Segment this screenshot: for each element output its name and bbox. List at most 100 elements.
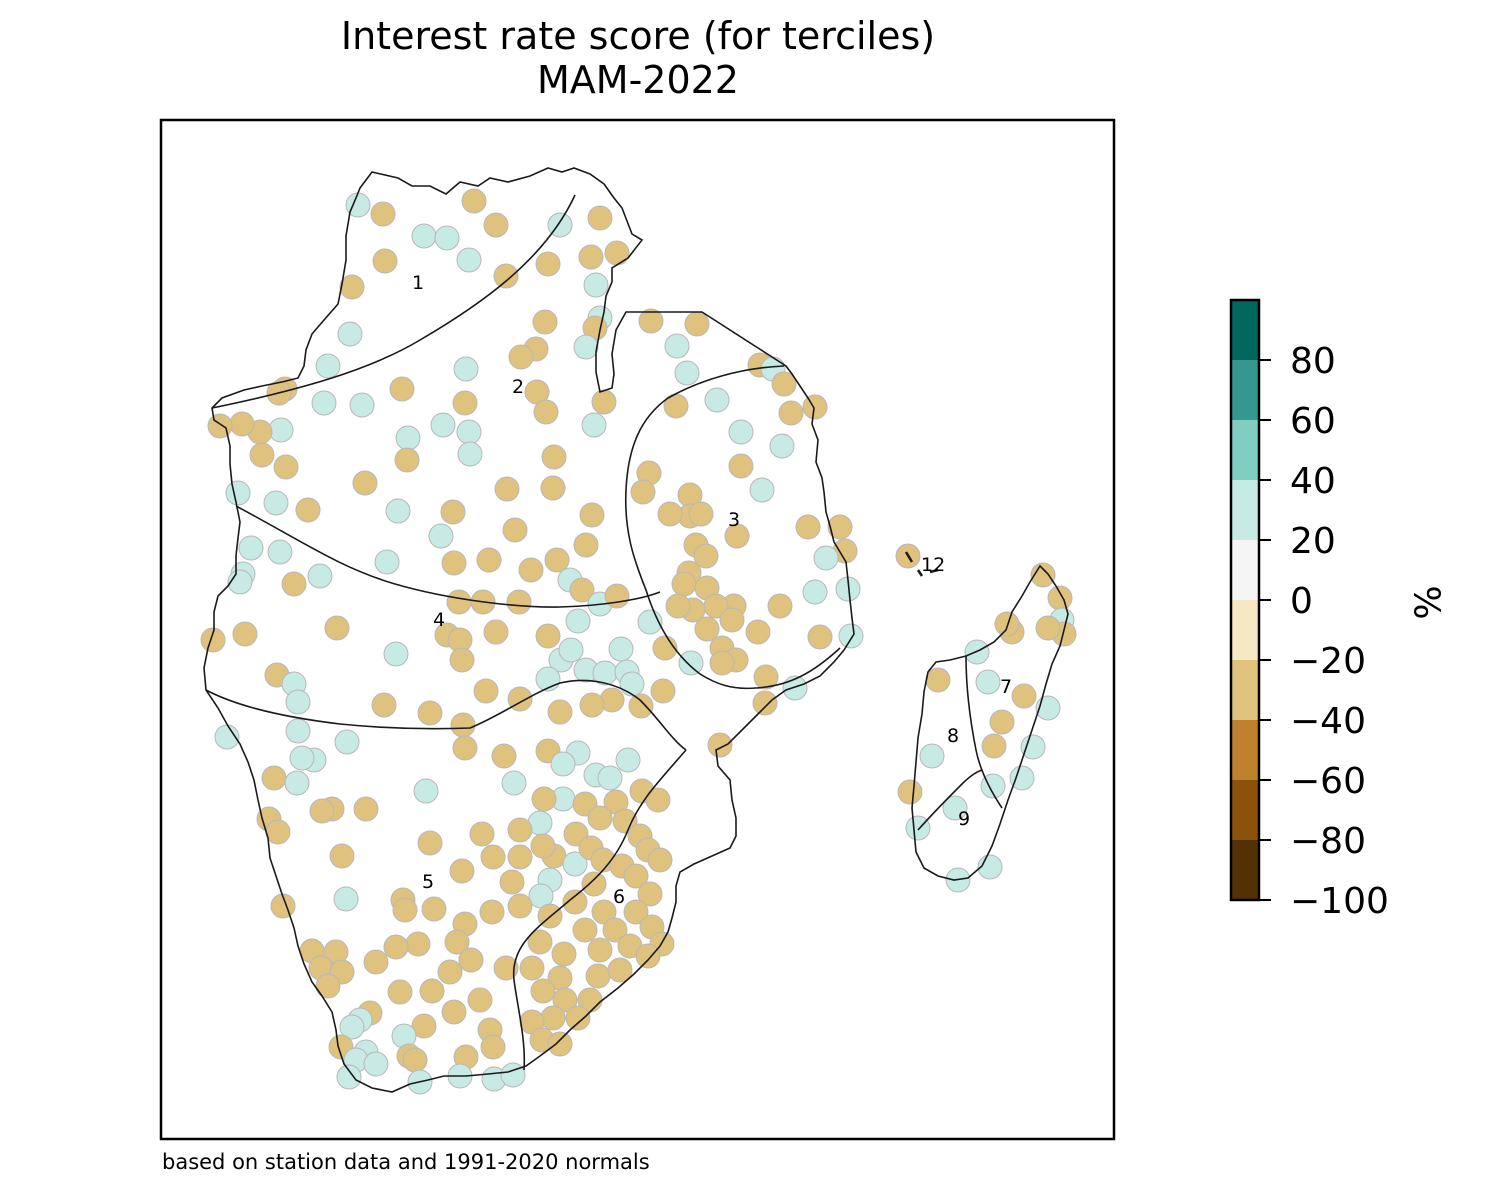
- station-marker: [671, 571, 697, 597]
- station-marker: [615, 747, 641, 773]
- station-marker: [813, 545, 839, 571]
- station-marker: [558, 637, 584, 663]
- region-label-3: 3: [728, 509, 740, 531]
- station-marker: [1009, 765, 1035, 791]
- colorbar-tick-minus60: −60: [1290, 761, 1366, 802]
- station-marker: [745, 619, 771, 645]
- station-marker: [285, 718, 311, 744]
- station-marker: [456, 419, 482, 445]
- station-marker: [579, 502, 605, 528]
- station-marker: [827, 514, 853, 540]
- station-marker: [802, 579, 828, 605]
- station-marker: [402, 1047, 428, 1073]
- station-marker: [518, 557, 544, 583]
- station-marker: [353, 796, 379, 822]
- station-marker: [572, 917, 598, 943]
- station-marker: [608, 636, 634, 662]
- footnote: based on station data and 1991-2020 norm…: [162, 1150, 650, 1174]
- colorbar-bin: [1231, 780, 1259, 840]
- station-marker: [324, 615, 350, 641]
- colorbar: [1229, 298, 1271, 902]
- station-marker: [273, 454, 299, 480]
- station-marker: [480, 1034, 506, 1060]
- colorbar-tick-minus100: −100: [1290, 881, 1389, 922]
- comoros-islands: [904, 551, 939, 577]
- station-marker: [562, 851, 588, 877]
- region-label-8: 8: [947, 725, 959, 747]
- station-marker: [767, 593, 793, 619]
- station-marker: [694, 616, 720, 642]
- station-marker: [591, 389, 617, 415]
- station-marker: [508, 344, 534, 370]
- station-marker: [707, 732, 733, 758]
- station-marker: [607, 957, 633, 983]
- station-marker: [238, 535, 264, 561]
- station-marker: [573, 334, 599, 360]
- station-marker: [1047, 585, 1073, 611]
- station-marker: [583, 272, 609, 298]
- station-marker: [281, 571, 307, 597]
- station-marker: [771, 371, 797, 397]
- station-marker: [597, 765, 623, 791]
- station-marker: [413, 778, 439, 804]
- station-marker: [311, 390, 337, 416]
- station-marker: [1020, 734, 1046, 760]
- region-label-12: 12: [921, 554, 945, 576]
- station-marker: [428, 523, 454, 549]
- colorbar-label: %: [1408, 585, 1450, 620]
- station-marker: [315, 973, 341, 999]
- colorbar-bin: [1231, 600, 1259, 660]
- station-marker: [637, 881, 663, 907]
- map-frame: [159, 118, 1116, 1141]
- region-label-6: 6: [613, 886, 625, 908]
- station-marker: [430, 412, 456, 438]
- station-marker: [919, 743, 945, 769]
- station-marker: [579, 692, 605, 718]
- station-marker: [565, 1005, 591, 1031]
- station-marker: [363, 949, 389, 975]
- station-marker: [704, 387, 730, 413]
- station-marker: [530, 833, 556, 859]
- station-marker: [370, 201, 396, 227]
- station-marker: [531, 786, 557, 812]
- station-marker: [587, 805, 613, 831]
- coastline-madagascar: [911, 564, 1069, 881]
- station-marker: [307, 563, 333, 589]
- station-marker: [411, 223, 437, 249]
- station-marker: [665, 593, 691, 619]
- station-marker: [728, 419, 754, 445]
- station-marker: [674, 360, 700, 386]
- station-marker: [942, 795, 968, 821]
- station-marker: [267, 539, 293, 565]
- station-marker: [363, 1051, 389, 1077]
- colorbar-tick-minus40: −40: [1290, 701, 1366, 742]
- station-marker: [419, 978, 445, 1004]
- station-marker: [547, 1031, 573, 1057]
- colorbar-tick-60: 60: [1290, 401, 1336, 442]
- station-marker: [581, 871, 607, 897]
- colorbar-tick-80: 80: [1290, 341, 1336, 382]
- colorbar-bin: [1231, 300, 1259, 360]
- station-marker: [604, 240, 630, 266]
- station-marker: [476, 547, 502, 573]
- station-marker: [650, 678, 676, 704]
- colorbar-bin: [1231, 720, 1259, 780]
- station-marker: [562, 889, 588, 915]
- station-marker: [638, 308, 664, 334]
- station-marker: [807, 624, 833, 650]
- station-marker: [612, 808, 638, 834]
- station-marker: [532, 309, 558, 335]
- station-marker: [207, 413, 233, 439]
- station-marker: [469, 821, 495, 847]
- station-marker: [453, 356, 479, 382]
- region-label-9: 9: [958, 808, 970, 830]
- station-marker: [604, 583, 630, 609]
- station-marker: [441, 550, 467, 576]
- station-marker: [374, 549, 400, 575]
- station-marker: [329, 843, 355, 869]
- station-marker: [479, 899, 505, 925]
- station-marker: [544, 547, 570, 573]
- station-marker: [540, 1005, 566, 1031]
- region-label-7: 7: [1000, 676, 1012, 698]
